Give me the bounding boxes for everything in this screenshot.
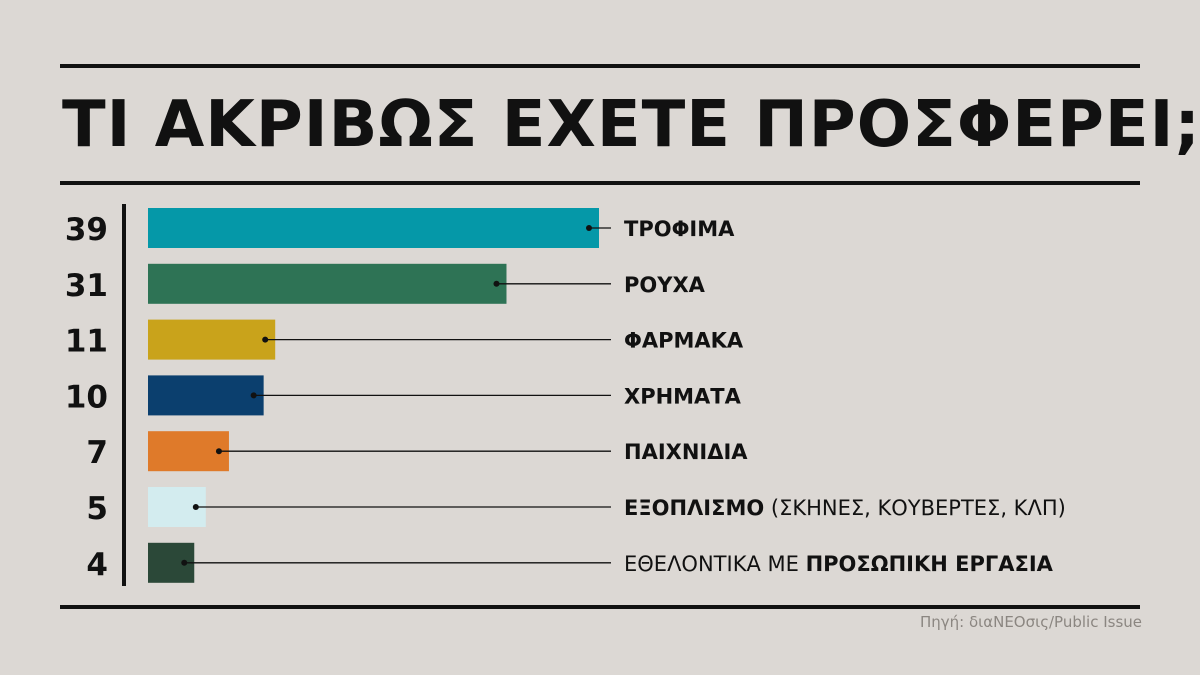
category-label: ΡΟΥΧΑ <box>624 273 706 297</box>
bottom-rule <box>60 605 1140 609</box>
leader-dot <box>250 392 257 399</box>
value-label: 5 <box>86 491 108 527</box>
category-label: ΤΡΟΦΙΜΑ <box>624 217 735 241</box>
bar <box>148 208 599 248</box>
bar <box>148 375 264 416</box>
category-label: ΦΑΡΜΑΚΑ <box>624 329 744 353</box>
leader-dot <box>586 225 592 231</box>
leader-dot <box>262 336 269 343</box>
leader-dot <box>181 559 188 566</box>
category-label-part: ΠΡΟΣΩΠΙΚΗ ΕΡΓΑΣΙΑ <box>806 552 1054 576</box>
bar <box>148 431 229 472</box>
value-label: 7 <box>86 435 108 471</box>
top-rule <box>60 64 1140 68</box>
axis-line <box>122 204 126 586</box>
category-label: ΠΑΙΧΝΙΔΙΑ <box>624 440 748 464</box>
source-note: Πηγή: διαΝΕΟσις/Public Issue <box>919 613 1142 631</box>
value-label: 31 <box>65 268 108 304</box>
category-label-part: ΧΡΗΜΑΤΑ <box>624 384 742 408</box>
category-label-part: ΤΡΟΦΙΜΑ <box>624 217 735 241</box>
bar <box>148 319 276 360</box>
title-divider <box>60 181 1140 185</box>
value-label: 10 <box>65 379 108 415</box>
category-label-part: ΕΞΟΠΛΙΣΜΟ <box>624 496 764 520</box>
leader-dot <box>192 504 199 510</box>
page-title: ΤΙ ΑΚΡΙΒΩΣ ΕΧΕΤΕ ΠΡΟΣΦΕΡΕΙ; <box>62 88 1200 162</box>
category-label-part: ΦΑΡΜΑΚΑ <box>624 329 744 353</box>
category-label: ΧΡΗΜΑΤΑ <box>624 384 742 408</box>
leader-dot <box>215 448 222 455</box>
value-label: 11 <box>65 324 108 360</box>
bar <box>148 263 507 304</box>
leader-dot <box>493 280 500 287</box>
category-label: ΕΞΟΠΛΙΣΜΟ (ΣΚΗΝΕΣ, ΚΟΥΒΕΡΤΕΣ, ΚΛΠ) <box>624 496 1066 520</box>
category-label-part: ΕΘΕΛΟΝΤΙΚΑ ΜΕ <box>624 552 806 576</box>
category-label-part: ΠΑΙΧΝΙΔΙΑ <box>624 440 748 464</box>
category-label-part: ΡΟΥΧΑ <box>624 273 706 297</box>
value-label: 39 <box>65 212 108 248</box>
category-label-part: (ΣΚΗΝΕΣ, ΚΟΥΒΕΡΤΕΣ, ΚΛΠ) <box>764 496 1066 520</box>
category-label: ΕΘΕΛΟΝΤΙΚΑ ΜΕ ΠΡΟΣΩΠΙΚΗ ΕΡΓΑΣΙΑ <box>624 552 1054 576</box>
value-label: 4 <box>86 547 108 583</box>
